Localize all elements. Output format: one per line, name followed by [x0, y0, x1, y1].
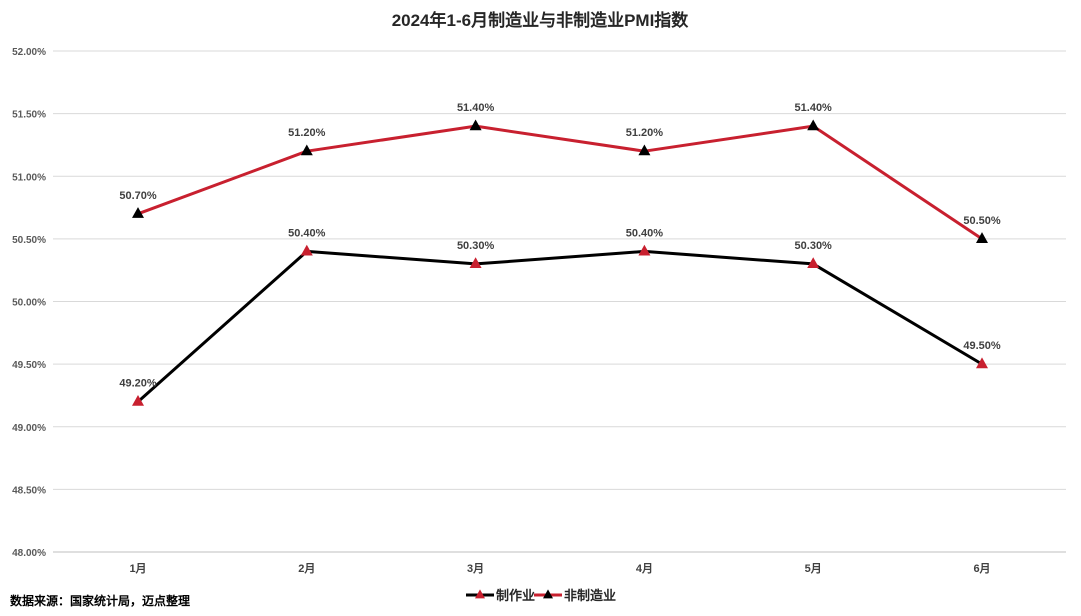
data-label: 50.30%: [457, 240, 495, 252]
data-label: 51.20%: [626, 127, 664, 139]
x-tick-label: 6月: [973, 562, 990, 575]
data-point-marker: [300, 244, 313, 256]
data-label: 51.20%: [288, 127, 326, 139]
data-label: 51.40%: [795, 102, 833, 114]
x-axis: 1月 2月 3月 4月 5月 6月: [129, 562, 990, 575]
y-tick-label: 52.00%: [12, 47, 46, 58]
data-label: 50.70%: [119, 190, 157, 202]
data-point-marker: [638, 244, 651, 256]
legend-marker: [543, 589, 553, 599]
y-tick-label: 49.00%: [12, 423, 46, 434]
legend-marker: [475, 589, 485, 599]
x-tick-label: 3月: [467, 562, 484, 575]
series-line: [137, 249, 983, 403]
data-label: 49.50%: [963, 340, 1001, 352]
y-tick-label: 50.50%: [12, 235, 46, 246]
legend-label: 制作业: [496, 588, 535, 603]
data-label: 49.20%: [119, 378, 157, 390]
data-point-marker: [132, 207, 144, 218]
source-note: 数据来源：国家统计局，迈点整理: [10, 593, 190, 608]
data-point-marker: [807, 119, 820, 131]
x-tick-label: 1月: [129, 562, 146, 575]
data-point-marker: [807, 257, 820, 269]
data-label: 51.40%: [457, 102, 495, 114]
y-tick-label: 51.50%: [12, 110, 46, 121]
data-point-marker: [132, 395, 144, 406]
grid-layer: [53, 50, 1066, 553]
y-tick-label: 48.50%: [12, 485, 46, 496]
y-tick-label: 48.00%: [12, 548, 46, 559]
data-point-marker: [976, 232, 988, 243]
x-tick-label: 2月: [298, 562, 315, 575]
data-label: 50.30%: [795, 240, 833, 252]
y-axis: 48.00% 48.50% 49.00% 49.50% 50.00% 50.50% 51.0…: [12, 47, 46, 559]
legend-label: 非制造业: [564, 588, 616, 603]
x-tick-label: 4月: [636, 562, 653, 575]
data-point-marker: [976, 357, 988, 369]
data-label: 50.50%: [963, 215, 1001, 227]
data-labels-layer: 49.20% 50.40% 50.30% 50.40% 50.30% 49.50% 50.7…: [119, 102, 1001, 390]
data-point-marker: [300, 144, 313, 156]
legend: 制作业 非制造业: [466, 588, 616, 603]
x-tick-label: 5月: [805, 562, 822, 575]
data-point-marker: [638, 144, 651, 156]
y-tick-label: 50.00%: [12, 298, 46, 309]
y-tick-label: 51.00%: [12, 172, 46, 183]
y-tick-label: 49.50%: [12, 360, 46, 371]
series-line: [137, 124, 983, 241]
data-label: 50.40%: [626, 227, 664, 239]
series-layer: [132, 119, 988, 406]
chart-title: 2024年1-6月制造业与非制造业PMI指数: [392, 10, 690, 30]
data-point-marker: [469, 257, 482, 269]
data-point-marker: [469, 119, 482, 131]
data-label: 50.40%: [288, 227, 326, 239]
